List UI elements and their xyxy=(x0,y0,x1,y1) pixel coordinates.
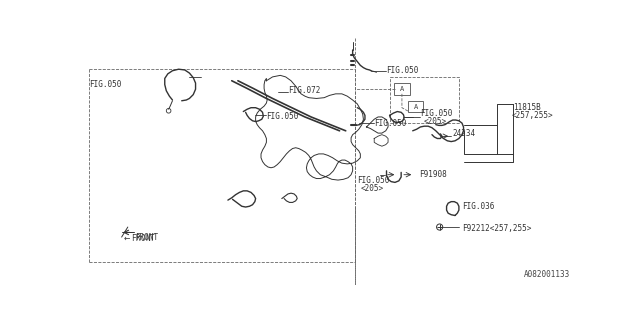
Text: <205>: <205> xyxy=(424,117,447,126)
Text: <257,255>: <257,255> xyxy=(511,111,553,120)
Text: A: A xyxy=(400,86,404,92)
Text: FIG.072: FIG.072 xyxy=(288,86,321,95)
Text: FIG.050: FIG.050 xyxy=(90,80,122,89)
Text: FIG.050: FIG.050 xyxy=(374,119,406,128)
Text: 24234: 24234 xyxy=(452,129,476,138)
Text: FIG.050: FIG.050 xyxy=(357,176,390,185)
FancyBboxPatch shape xyxy=(408,101,424,112)
Text: FIG.050: FIG.050 xyxy=(266,112,299,121)
Text: FRONT: FRONT xyxy=(136,233,159,242)
Text: $\leftarrow$FRONT: $\leftarrow$FRONT xyxy=(122,232,156,243)
Text: <205>: <205> xyxy=(360,184,383,193)
Text: F92212<257,255>: F92212<257,255> xyxy=(462,224,531,233)
Text: A: A xyxy=(413,104,418,110)
Text: A082001133: A082001133 xyxy=(524,270,570,279)
Text: 11815B: 11815B xyxy=(513,103,541,112)
Text: FIG.036: FIG.036 xyxy=(462,202,494,211)
FancyBboxPatch shape xyxy=(394,83,410,95)
Text: FIG.050: FIG.050 xyxy=(386,66,418,75)
Text: FIG.050: FIG.050 xyxy=(420,109,452,118)
Text: F91908: F91908 xyxy=(419,170,447,179)
